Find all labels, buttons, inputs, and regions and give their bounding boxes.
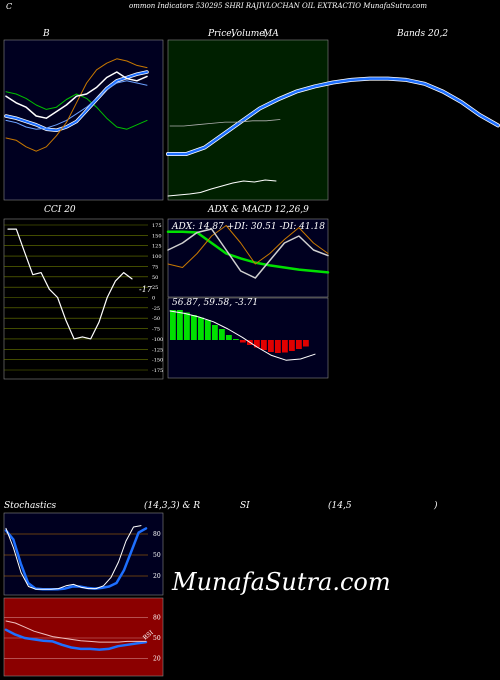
macd-bar (184, 312, 190, 340)
macd-bar (226, 335, 232, 340)
stoch-d-line (5, 525, 142, 590)
plus-di-line (167, 225, 329, 268)
cci-tick-label: 150 (152, 233, 162, 239)
macd-bar (191, 315, 197, 340)
cci-tick-label: 175 (152, 223, 162, 229)
bollinger-panel (3, 39, 164, 201)
rsi-tick-label: 80 (153, 615, 161, 622)
adx-macd-title: ADX & MACD 12,26,9 (208, 205, 309, 215)
price-title-b: Volume, (231, 29, 268, 39)
bollinger-upper-line (5, 91, 148, 130)
rsi-tick-label: 20 (153, 655, 161, 662)
macd-bar (275, 340, 281, 353)
macd-bar (296, 340, 302, 349)
si-close: ) (434, 501, 438, 511)
macd-label: 56.87, 59.58, -3.71 (172, 298, 259, 308)
chart-title: ommon Indicators 530295 SHRI RAJIVLOCHAN… (129, 2, 428, 10)
cci-tick-label: -75 (152, 327, 160, 333)
macd-bar (268, 340, 274, 352)
cci-panel (3, 218, 164, 380)
cci-current-label: -17 (139, 285, 152, 294)
bollinger-ma-line (5, 80, 148, 130)
adx-line (166, 230, 330, 274)
price-band-line (169, 119, 281, 127)
cci-tick-label: 0 (152, 296, 155, 302)
macd-bar (289, 340, 295, 351)
rsi-panel (3, 597, 164, 677)
price-title-a: Price, (208, 29, 235, 39)
bollinger-title: B (43, 29, 50, 39)
price-ma-line (166, 77, 500, 156)
cci-line (7, 228, 133, 340)
macd-bar (303, 340, 309, 347)
bands-title: Bands 20,2 (397, 29, 449, 39)
macd-bar (261, 340, 267, 350)
cci-tick-label: -175 (152, 368, 163, 374)
price-title-c: MA (263, 29, 279, 39)
macd-bar (170, 310, 176, 340)
stoch-tick-label: 20 (153, 573, 161, 580)
adx-label: ADX: 14.87 +DI: 30.51 -DI: 41.18 (172, 222, 325, 232)
macd-bar (219, 329, 225, 340)
cci-title: CCI 20 (44, 205, 76, 215)
stoch-title: Stochastics (4, 501, 57, 511)
rsi-ma-line (5, 620, 147, 643)
rsi-tick-label: 50 (153, 635, 161, 642)
cci-tick-label: -125 (152, 347, 163, 353)
macd-bar (282, 340, 288, 353)
cci-tick-label: -150 (152, 358, 163, 364)
stoch-params: (14,3,3) & R (144, 501, 201, 511)
watermark: MunafaSutra.com (172, 568, 391, 596)
cci-tick-label: 75 (152, 264, 158, 270)
si-label: SI (240, 501, 250, 511)
minus-di-line (167, 228, 329, 279)
rsi-line (4, 628, 148, 651)
stoch-tick-label: 80 (153, 531, 161, 538)
cci-tick-label: 25 (152, 285, 158, 291)
si-params: (14,5 (328, 501, 352, 511)
stoch-k-line (4, 527, 148, 591)
macd-bar (177, 310, 183, 340)
cci-tick-label: -50 (152, 316, 160, 322)
macd-bar (233, 339, 239, 340)
macd-bar (212, 325, 218, 340)
macd-bar (254, 340, 260, 348)
bollinger-mid-line (5, 71, 148, 132)
cci-tick-label: -25 (152, 306, 160, 312)
header-letter: C (6, 2, 13, 11)
cci-tick-label: 125 (152, 244, 162, 250)
macd-bar (205, 320, 211, 340)
cci-tick-label: 50 (152, 275, 158, 281)
stoch-tick-label: 50 (153, 552, 161, 559)
cci-tick-label: -100 (152, 337, 163, 343)
macd-signal-line (169, 310, 316, 361)
macd-bar (198, 317, 204, 340)
macd-bar (240, 340, 246, 343)
price-panel (167, 39, 329, 201)
cci-tick-label: 100 (152, 254, 162, 260)
bollinger-lower-line (5, 58, 148, 152)
bollinger-price-line (5, 71, 148, 119)
volume-line (167, 179, 277, 197)
